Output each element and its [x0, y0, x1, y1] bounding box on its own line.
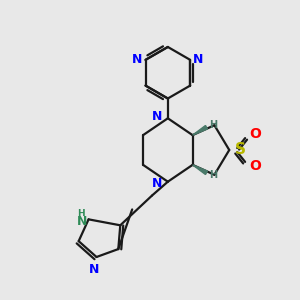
Text: N: N [193, 53, 203, 66]
Text: N: N [152, 110, 162, 123]
Text: N: N [152, 177, 162, 190]
Text: O: O [249, 159, 261, 173]
Text: N: N [89, 263, 100, 276]
Text: N: N [132, 53, 142, 66]
Polygon shape [193, 125, 208, 135]
Polygon shape [193, 165, 208, 175]
Text: H: H [77, 209, 85, 218]
Text: N: N [77, 215, 88, 228]
Text: S: S [235, 142, 246, 158]
Text: H: H [209, 120, 217, 130]
Text: O: O [249, 127, 261, 141]
Text: H: H [209, 170, 217, 180]
